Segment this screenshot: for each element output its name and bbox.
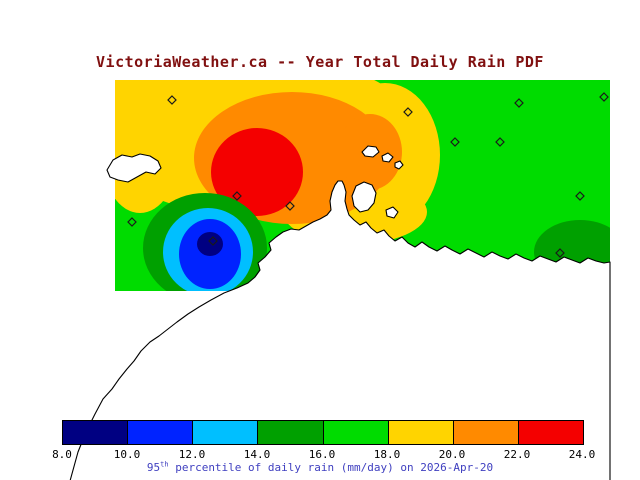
island-large [351, 181, 377, 213]
caption-text: percentile of daily rain (mm/day) on 202… [168, 461, 494, 474]
colorbar-segment-8-10 [63, 421, 129, 444]
colorbar-segment-12-14 [193, 421, 259, 444]
colorbar-tick-label: 18.0 [373, 448, 401, 461]
island-north-3 [394, 160, 404, 170]
colorbar-tick-label: 20.0 [438, 448, 466, 461]
station-marker-diamond [208, 236, 218, 246]
colorbar-caption: 95th percentile of daily rain (mm/day) o… [0, 461, 640, 474]
coastline-landmass [69, 180, 611, 480]
station-marker-diamond [575, 191, 585, 201]
island-north-1 [361, 145, 380, 158]
colorbar-tick-label: 24.0 [568, 448, 596, 461]
island-north-2 [381, 152, 394, 163]
contour-band-22-24-max-core [211, 128, 303, 216]
colorbar [62, 420, 584, 445]
contour-band-8-10-min-core [197, 232, 223, 256]
station-marker-diamond [285, 201, 295, 211]
colorbar-tick-label: 22.0 [503, 448, 531, 461]
caption-superscript: th [160, 460, 169, 469]
colorbar-segment-18-20 [388, 421, 454, 444]
station-marker-diamond [599, 92, 609, 102]
station-marker-diamond [167, 95, 177, 105]
colorbar-tick-label: 12.0 [178, 448, 206, 461]
station-marker-diamond [450, 137, 460, 147]
station-marker-diamond [232, 191, 242, 201]
station-marker-diamond [514, 98, 524, 108]
colorbar-tick-label: 8.0 [52, 448, 72, 461]
caption-prefix: 95 [146, 461, 161, 474]
colorbar-segment-22-24 [518, 421, 583, 444]
colorbar-tick-label: 14.0 [243, 448, 271, 461]
station-marker-diamond [555, 248, 565, 258]
lake-outline-west [106, 153, 162, 183]
station-marker-diamond [495, 137, 505, 147]
station-marker-diamond [403, 107, 413, 117]
islands-and-lakes [106, 145, 404, 219]
colorbar-segment-20-22 [453, 421, 519, 444]
colorbar-tick-label: 10.0 [113, 448, 141, 461]
colorbar-tick-label: 16.0 [308, 448, 336, 461]
station-markers [127, 92, 609, 258]
colorbar-segment-16-18 [323, 421, 389, 444]
island-small-east [385, 206, 399, 219]
station-marker-diamond [127, 217, 137, 227]
page-title: VictoriaWeather.ca -- Year Total Daily R… [96, 53, 544, 71]
colorbar-segment-10-12 [128, 421, 194, 444]
colorbar-segment-14-16 [258, 421, 324, 444]
